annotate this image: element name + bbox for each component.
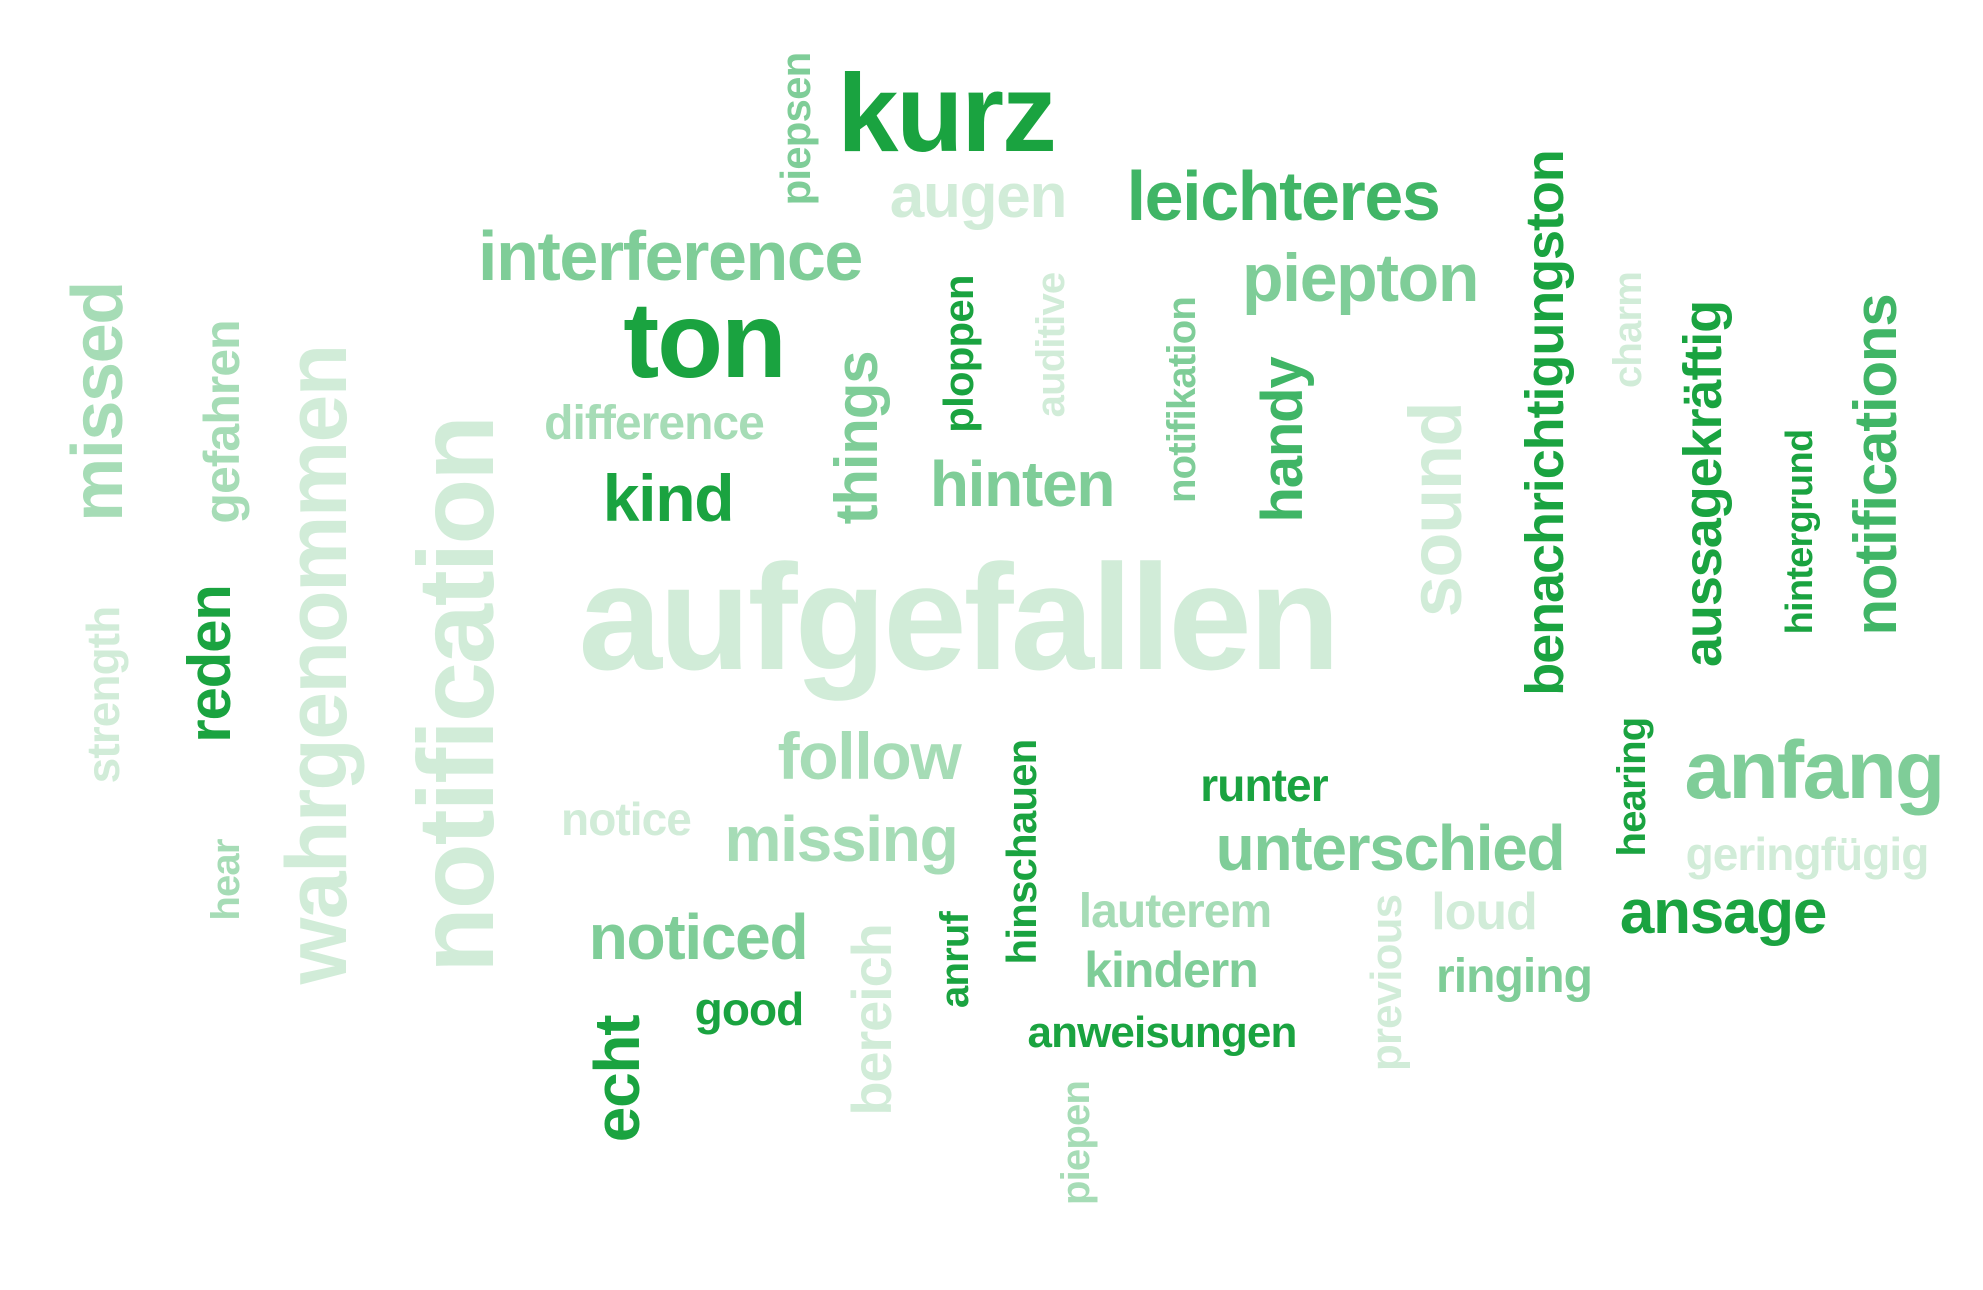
word-hinschauen: hinschauen [998, 739, 1045, 965]
word-hear: hear [204, 839, 248, 921]
word-leichteres: leichteres [1126, 157, 1441, 235]
word-notification: notification [395, 416, 516, 974]
word-aussagekraeftig: aussagekräftig [1673, 300, 1733, 668]
word-kindern: kindern [1084, 942, 1259, 998]
word-wahrgenommen: wahrgenommen [269, 345, 365, 985]
word-things: things [823, 351, 890, 525]
word-loud: loud [1431, 883, 1538, 941]
word-missing: missing [724, 803, 959, 875]
word-kind: kind [602, 461, 735, 535]
word-piepsen: piepsen [772, 52, 819, 206]
word-hintergrund: hintergrund [1779, 429, 1821, 635]
word-reden: reden [176, 585, 243, 743]
word-hinten: hinten [929, 448, 1116, 520]
word-handy: handy [1250, 357, 1315, 523]
word-aufgefallen: aufgefallen [578, 533, 1341, 701]
word-ploppen: ploppen [935, 275, 982, 433]
word-previous: previous [1362, 894, 1411, 1072]
word-lauterem: lauterem [1078, 885, 1272, 938]
word-difference: difference [544, 397, 765, 450]
word-follow: follow [777, 719, 962, 793]
word-charm: charm [1606, 271, 1650, 389]
word-runter: runter [1200, 759, 1328, 811]
word-auditive: auditive [1029, 272, 1073, 418]
word-piepen: piepen [1054, 1080, 1098, 1206]
word-unterschied: unterschied [1215, 812, 1566, 884]
word-piepton: piepton [1242, 240, 1479, 316]
word-ringing: ringing [1436, 950, 1593, 1003]
word-ansage: ansage [1619, 878, 1827, 947]
word-notifikation: notifikation [1160, 297, 1204, 503]
word-ton: ton [623, 279, 787, 400]
word-notice: notice [561, 793, 692, 845]
word-strength: strength [77, 606, 129, 784]
word-anruf: anruf [933, 911, 977, 1009]
word-echt: echt [581, 1015, 653, 1143]
word-missed: missed [58, 282, 138, 522]
word-anfang: anfang [1684, 725, 1946, 816]
word-notifications: notifications [1842, 294, 1909, 636]
word-sound: sound [1394, 402, 1477, 618]
word-kurz: kurz [837, 52, 1057, 175]
word-augen: augen [889, 162, 1068, 231]
word-benachrichtigungston: benachrichtigungston [1515, 150, 1575, 696]
word-good: good [694, 983, 805, 1035]
word-geringfuegig: geringfügig [1685, 828, 1930, 880]
word-gefahren: gefahren [194, 320, 250, 524]
word-bereich: bereich [840, 924, 903, 1116]
word-anweisungen: anweisungen [1027, 1008, 1297, 1057]
word-noticed: noticed [588, 901, 809, 973]
word-hearing: hearing [1610, 717, 1654, 857]
word-interference: interference [478, 217, 863, 295]
